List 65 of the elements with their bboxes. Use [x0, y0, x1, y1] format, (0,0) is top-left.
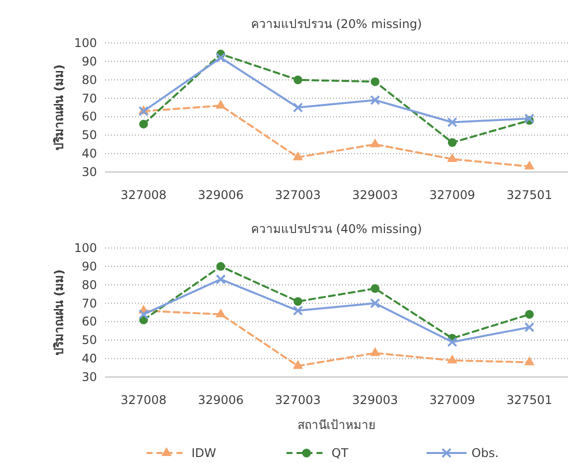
point — [292, 360, 304, 369]
y-tick-label: 70 — [82, 91, 97, 106]
y-axis-title: ปริมาณฝน (มม) — [52, 269, 66, 356]
point — [524, 322, 534, 332]
point — [524, 160, 535, 170]
point — [525, 310, 534, 319]
point — [370, 77, 380, 86]
y-tick-label: 60 — [82, 314, 97, 329]
point — [370, 347, 380, 356]
y-tick-label: 100 — [74, 241, 97, 255]
chart-title: ความแปรปรวน (20% missing) — [251, 17, 422, 31]
x-tick-label: 327009 — [429, 393, 476, 407]
x-axis-title: สถานีเป้าหมาย — [298, 418, 376, 432]
y-tick-label: 30 — [82, 165, 97, 179]
x-tick-label: 329006 — [198, 393, 244, 407]
y-tick-label: 50 — [82, 128, 97, 142]
chart-title: ความแปรปรวน (40% missing) — [251, 222, 422, 236]
y-tick-label: 90 — [82, 54, 97, 68]
y-tick-label: 50 — [82, 333, 97, 348]
x-tick-label: 327008 — [120, 393, 166, 407]
point — [524, 113, 534, 124]
point — [292, 306, 303, 316]
point — [524, 356, 535, 366]
x-tick-label: 329003 — [352, 393, 398, 407]
y-tick-label: 40 — [82, 352, 97, 366]
y-tick-label: 30 — [82, 370, 97, 384]
point — [447, 153, 458, 162]
y-tick-label: 40 — [82, 146, 97, 161]
point — [216, 262, 226, 271]
x-tick-label: 327501 — [506, 188, 552, 202]
y-tick-label: 90 — [82, 259, 97, 274]
legend-label: QT — [332, 446, 349, 460]
point — [370, 138, 380, 148]
y-axis-title: ปริมาณฝน (มม) — [52, 64, 66, 151]
legend-label: IDW — [192, 446, 216, 460]
point — [294, 297, 302, 306]
point — [139, 120, 148, 128]
x-tick-label: 327003 — [275, 393, 321, 407]
point — [447, 336, 458, 348]
y-tick-label: 60 — [82, 110, 97, 124]
point — [292, 102, 303, 113]
point — [370, 284, 380, 293]
point — [447, 354, 458, 364]
y-tick-label: 100 — [74, 36, 97, 50]
y-tick-label: 80 — [82, 278, 97, 292]
point — [216, 308, 226, 318]
x-tick-label: 327008 — [120, 188, 166, 202]
y-tick-label: 80 — [82, 72, 97, 87]
x-tick-label: 329006 — [198, 188, 244, 202]
point — [447, 117, 458, 128]
point — [216, 52, 226, 63]
x-tick-label: 327501 — [506, 393, 552, 407]
point — [294, 75, 302, 84]
x-tick-label: 329003 — [352, 188, 398, 202]
legend-label: Obs. — [472, 446, 499, 460]
point — [138, 309, 149, 320]
point — [370, 298, 380, 308]
y-tick-label: 70 — [82, 296, 97, 310]
x-tick-label: 327009 — [429, 188, 476, 202]
point — [292, 151, 304, 160]
point — [216, 100, 226, 109]
point — [216, 274, 226, 284]
x-tick-label: 327003 — [275, 188, 321, 202]
point — [370, 95, 380, 106]
point — [448, 138, 457, 147]
